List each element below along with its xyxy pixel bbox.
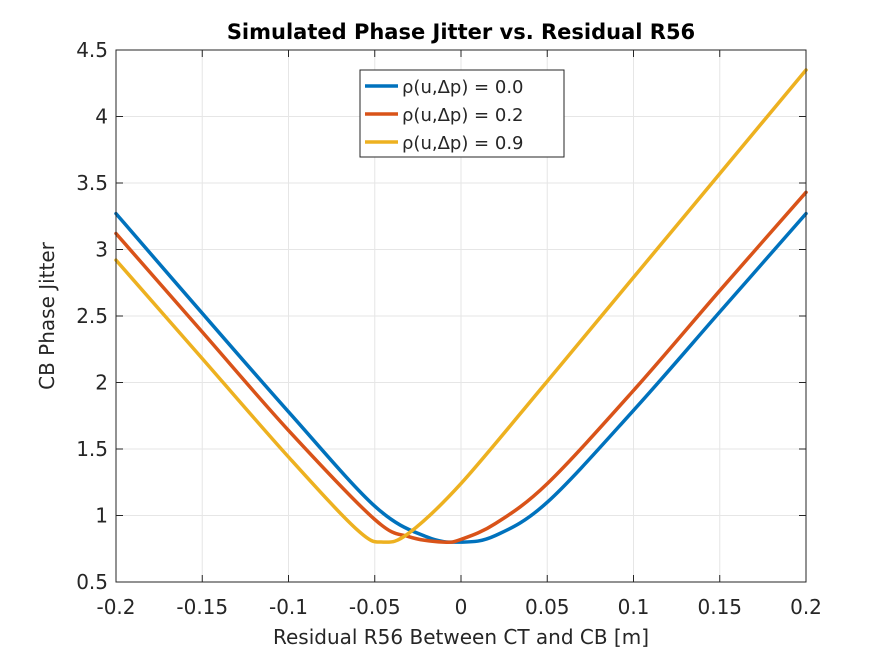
y-axis: 0.5 1 1.5 2 2.5 3 3.5 4 4.5 [76,38,806,594]
series-line-1 [114,190,808,545]
legend: ρ(u,Δp) = 0.0 ρ(u,Δp) = 0.2 ρ(u,Δp) = 0.9 [359,69,565,158]
y-axis-label: CB Phase Jitter [35,241,59,390]
x-axis: -0.2 -0.15 -0.1 -0.05 0 0.05 0.1 0.15 0.2 [96,50,822,619]
series-line-0 [114,211,808,544]
x-tick-label: -0.15 [176,595,228,619]
y-tick-label: 1 [95,504,108,528]
y-tick-label: 2 [95,371,108,395]
y-tick-label: 0.5 [76,570,108,594]
series-lines [114,68,808,545]
y-tick-label: 2.5 [76,304,108,328]
y-tick-label: 3 [95,238,108,262]
x-tick-label: -0.1 [269,595,308,619]
x-tick-label: -0.05 [349,595,401,619]
chart-title: Simulated Phase Jitter vs. Residual R56 [227,20,695,44]
x-tick-label: 0 [455,595,468,619]
x-tick-label: 0.05 [525,595,570,619]
y-tick-label: 3.5 [76,171,108,195]
legend-label: ρ(u,Δp) = 0.9 [402,133,524,154]
x-axis-label: Residual R56 Between CT and CB [m] [273,625,649,649]
legend-label: ρ(u,Δp) = 0.2 [402,105,524,126]
series-line-2 [114,68,808,544]
x-tick-label: 0.2 [790,595,822,619]
y-tick-label: 1.5 [76,437,108,461]
x-tick-label: 0.15 [697,595,742,619]
legend-label: ρ(u,Δp) = 0.0 [402,77,524,98]
y-tick-label: 4 [95,105,108,129]
x-tick-label: 0.1 [618,595,650,619]
y-tick-label: 4.5 [76,38,108,62]
x-tick-label: -0.2 [96,595,135,619]
